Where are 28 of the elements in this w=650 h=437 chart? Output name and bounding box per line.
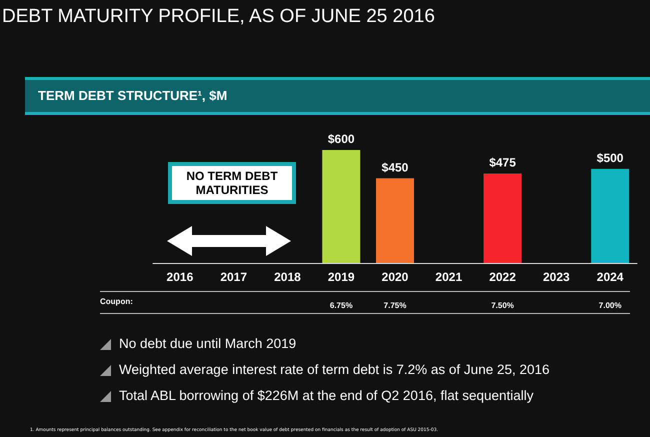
text: 6.75%	[330, 301, 353, 310]
text: Weighted average interest rate of term debt is 7.2% as of June 25, 2016	[118, 362, 550, 377]
chart-subtitle: TERM DEBT STRUCTURE¹, $M	[38, 88, 228, 103]
text: 7.50%	[491, 301, 514, 310]
data-label: $600	[328, 132, 355, 146]
data-label: $450	[382, 160, 409, 174]
bar	[322, 150, 360, 263]
data-label: $475	[489, 156, 516, 170]
text: Total ABL borrowing of $226M at the end of Q2 2016, flat sequentially	[118, 388, 534, 403]
data-label: $500	[596, 150, 624, 165]
x-tick-label: 2021	[435, 270, 462, 284]
chart-title: DEBT MATURITY PROFILE, AS OF JUNE 25 2016	[2, 6, 435, 28]
text: No debt due until March 2019	[118, 336, 296, 351]
bar	[591, 168, 630, 263]
x-tick-label: 2024	[596, 270, 624, 284]
bar	[484, 174, 522, 263]
annotation: NO TERM DEBT MATURITIES	[168, 162, 296, 204]
x-tick-label: 2018	[274, 270, 302, 284]
x-tick-label: 2017	[220, 270, 248, 284]
x-tick-label: 2019	[328, 270, 355, 284]
bar	[376, 178, 414, 263]
x-tick-label: 2020	[382, 270, 409, 284]
x-tick-label: 2016	[166, 270, 194, 284]
x-tick-label: 2022	[489, 270, 516, 284]
text: Coupon:	[100, 297, 133, 306]
text: 7.00%	[598, 301, 622, 310]
x-tick-label: 2023	[542, 270, 570, 284]
text: 7.75%	[384, 301, 406, 310]
